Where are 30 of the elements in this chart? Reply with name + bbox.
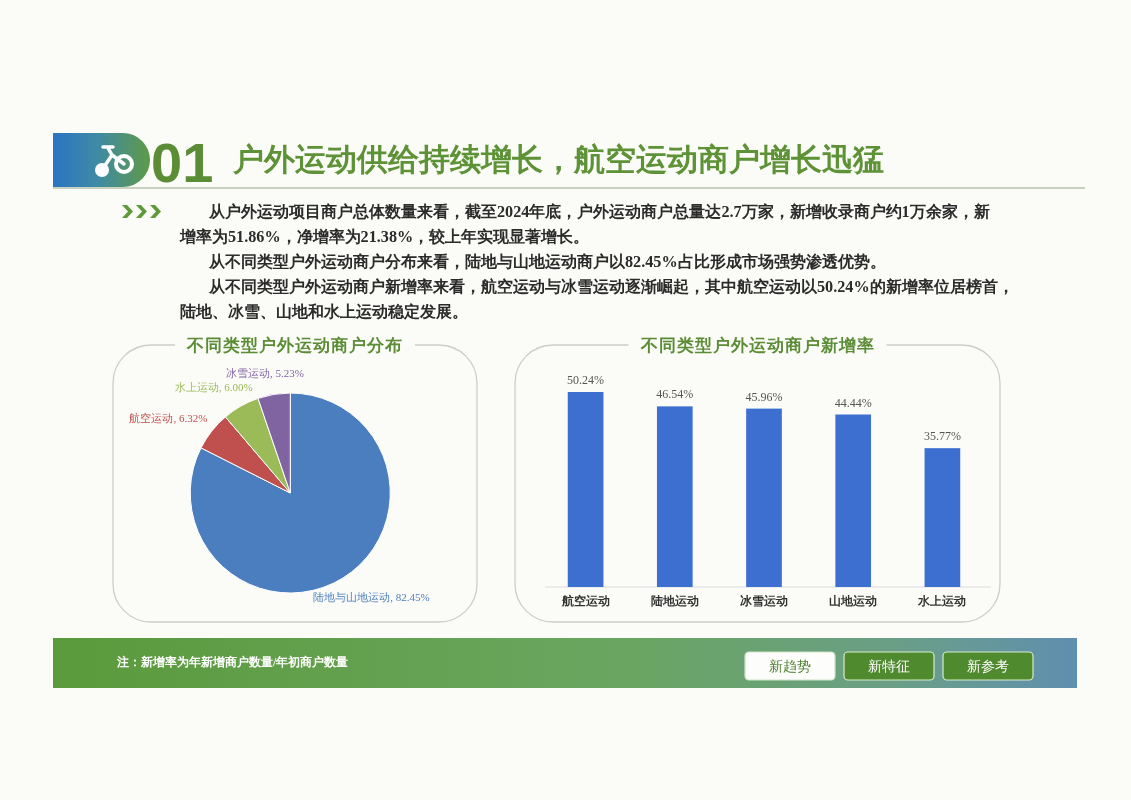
x-tick-label: 航空运动 (560, 594, 610, 608)
x-tick-label: 陆地运动 (650, 594, 699, 608)
x-tick-label: 水上运动 (917, 594, 967, 608)
bar (835, 414, 872, 587)
chart-title: 不同类型户外运动商户新增率 (639, 336, 875, 355)
slice-label: 航空运动, 6.32% (129, 411, 208, 424)
slice-label: 冰雪运动, 5.23% (225, 366, 304, 379)
bar (567, 392, 604, 587)
bar (924, 448, 961, 587)
text: 注：新增率为年新增商户数量/年初商户数量 (116, 655, 349, 669)
button: 新参考 (942, 651, 1034, 681)
chart-title: 不同类型户外运动商户分布 (186, 336, 403, 355)
bar (656, 406, 693, 587)
data-label: 46.54% (656, 387, 694, 402)
x-tick-label: 冰雪运动 (740, 594, 788, 608)
button: 新特征 (843, 651, 935, 681)
text: 从不同类型户外运动商户新增率来看，航空运动与冰雪运动逐渐崛起，其中航空运动以50.24%的新增率位居榜首，陆地、冰雪、山地和水上运动稳定发展。 (180, 277, 1014, 321)
button: 新趋势 (744, 651, 836, 681)
slice-label: 水上运动, 6.00% (174, 380, 253, 393)
data-label: 35.77% (923, 429, 961, 444)
x-tick-label: 山地运动 (829, 594, 878, 608)
text: 01 (151, 131, 214, 194)
bar (746, 408, 782, 587)
data-label: 44.44% (834, 395, 872, 410)
text: 从不同类型户外运动商户分布来看，陆地与山地运动商户以82.45%占比形成市场强势渗透优势。 (208, 253, 886, 271)
data-label: 50.24% (567, 373, 605, 387)
text: 从户外运动项目商户总体数量来看，截至2024年底，户外运动商户总量达2.7万家，新增收录商户约1万余家，新增率为51.86%，净增率为21.38%，较上年实现显著增长。 (179, 202, 990, 246)
text: 户外运动供给持续增长，航空运动商户增长迅猛 (232, 142, 884, 177)
data-label: 45.96% (745, 389, 783, 404)
slice-label: 陆地与山地运动, 82.45% (313, 590, 430, 603)
